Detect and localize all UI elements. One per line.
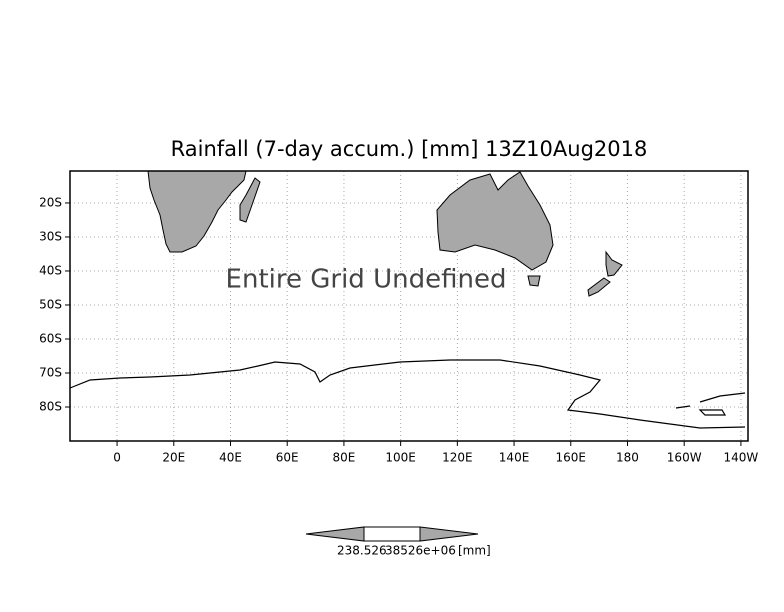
y-tick-label: 50S xyxy=(39,297,62,311)
y-tick-label: 60S xyxy=(39,331,62,345)
x-tick-label: 0 xyxy=(113,451,121,465)
australia xyxy=(436,171,554,271)
madagascar xyxy=(239,177,261,223)
antarctica-coast xyxy=(69,359,746,429)
land xyxy=(69,170,746,429)
x-tick-label: 160W xyxy=(667,451,702,465)
annotation: Entire Grid Undefined xyxy=(226,265,507,295)
colorbar: 238.526 38526e+06 [mm] xyxy=(305,526,491,558)
x-tick-label: 160E xyxy=(556,451,587,465)
colorbar-label: 238.526 xyxy=(337,544,387,558)
x-tick-label: 20E xyxy=(162,451,185,465)
colorbar-label: 38526e+06 xyxy=(385,544,456,558)
x-tick-label: 140W xyxy=(724,451,759,465)
x-tick-label: 120E xyxy=(442,451,473,465)
x-tick-label: 140E xyxy=(499,451,530,465)
y-tick-label: 40S xyxy=(39,263,62,277)
y-tick-label: 20S xyxy=(39,195,62,209)
y-tick-label: 30S xyxy=(39,229,62,243)
x-tick-label: 100E xyxy=(385,451,416,465)
x-tick-label: 80E xyxy=(332,451,355,465)
antarctica-coast-east xyxy=(675,392,746,416)
colorbar-label: [mm] xyxy=(458,544,491,558)
tasmania xyxy=(527,275,541,287)
africa xyxy=(147,170,247,253)
colorbar-high xyxy=(419,526,479,542)
colorbar-low xyxy=(305,526,365,542)
x-tick-label: 60E xyxy=(276,451,299,465)
y-tick-label: 80S xyxy=(39,399,62,413)
y-tick-label: 70S xyxy=(39,365,62,379)
map-title: Rainfall (7-day accum.) [mm] 13Z10Aug201… xyxy=(171,137,648,161)
x-tick-label: 180 xyxy=(616,451,639,465)
new-zealand xyxy=(587,250,623,297)
plot-frame xyxy=(69,170,749,442)
colorbar-box xyxy=(363,526,421,542)
x-tick-label: 40E xyxy=(219,451,242,465)
